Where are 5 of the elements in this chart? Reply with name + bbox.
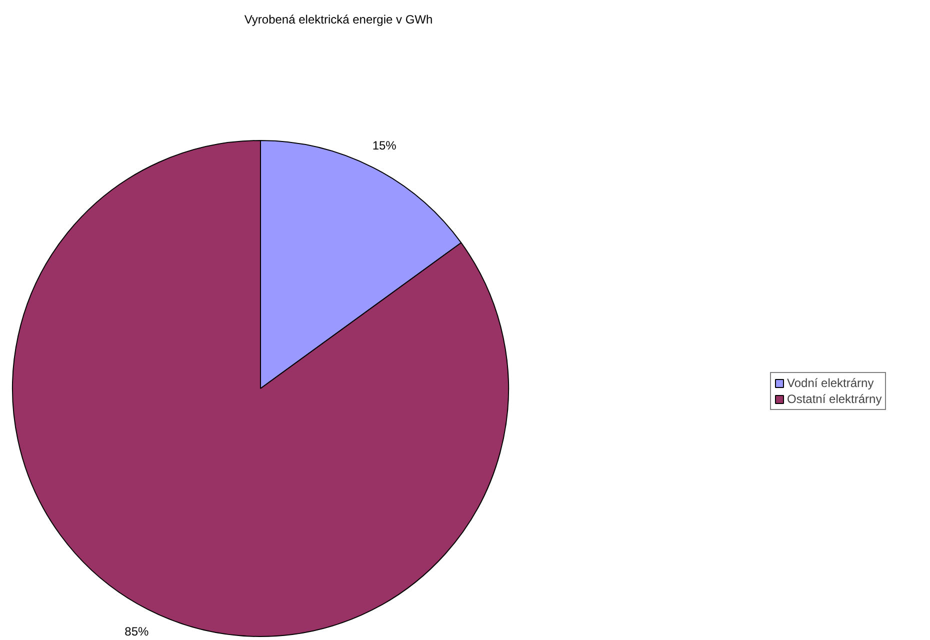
data-label: 85%	[124, 624, 149, 639]
chart-title: Vyrobená elektrická energie v GWh	[244, 12, 433, 26]
data-label: 15%	[372, 138, 397, 152]
legend-label: Vodní elektrárny	[787, 376, 874, 390]
legend-label: Ostatní elektrárny	[787, 392, 882, 406]
